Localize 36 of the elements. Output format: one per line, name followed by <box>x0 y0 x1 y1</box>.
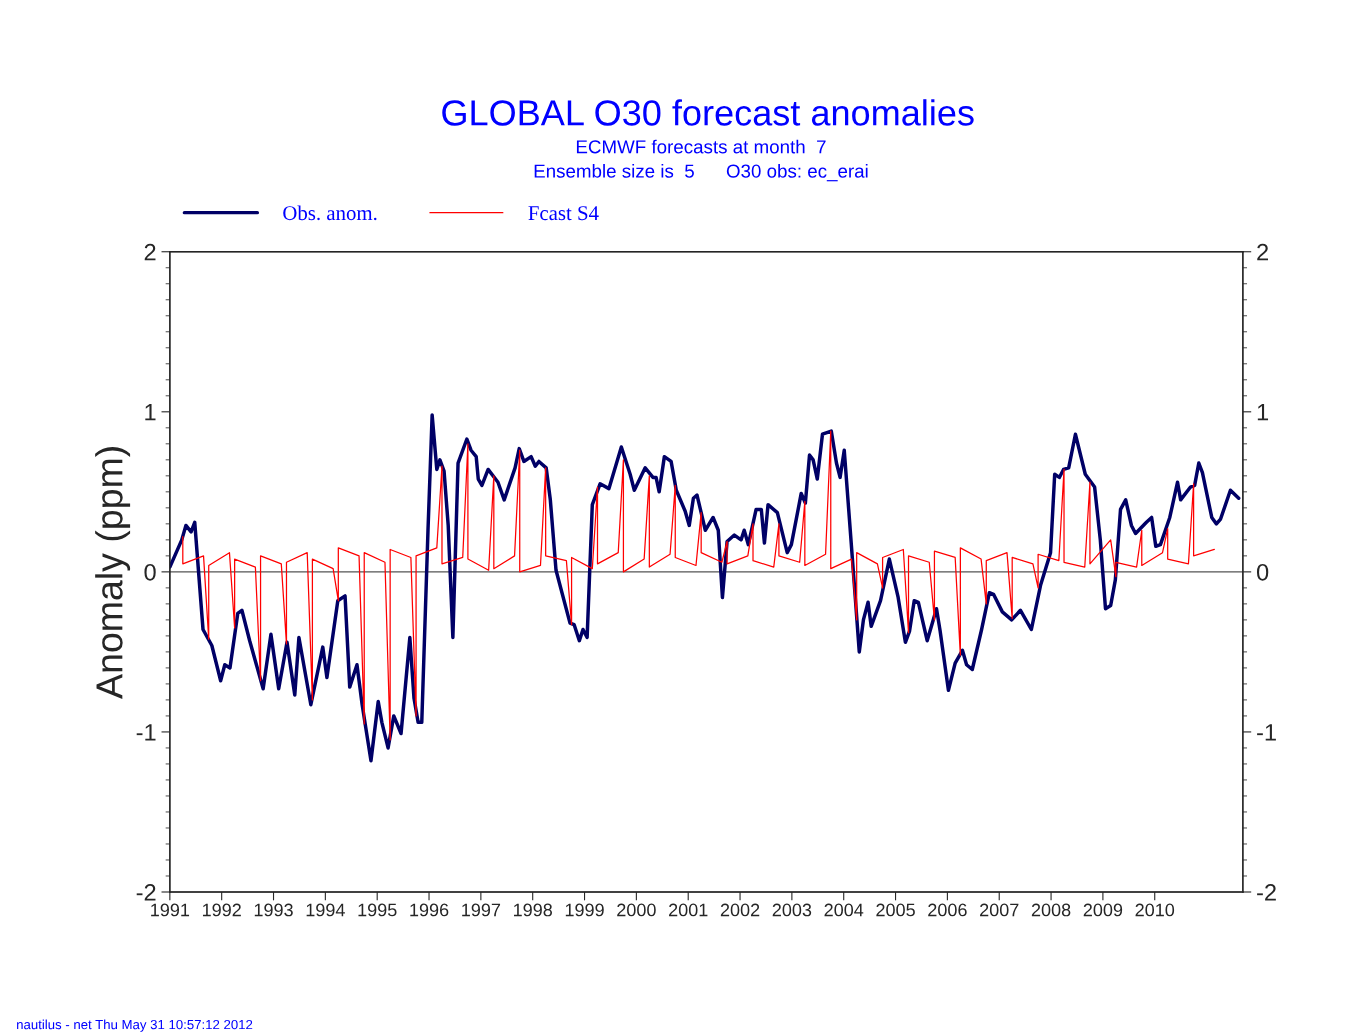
y2-tick-label: -1 <box>1257 724 1276 741</box>
x-tick-label: 2006 <box>928 903 967 917</box>
y-tick-label: 1 <box>145 404 156 421</box>
chart-subtitle: ECMWF forecasts at month 7 Ensemble size is 5 O30 obs: ec_erai <box>534 139 868 182</box>
y-tick-label: -1 <box>136 724 156 741</box>
x-tick-label: 1994 <box>306 903 345 917</box>
x-tick-label: 2008 <box>1031 903 1071 917</box>
legend-label: Fcast S4 <box>528 206 599 221</box>
x-tick-label: 1996 <box>410 903 449 917</box>
y2-tick-label: 1 <box>1257 404 1269 421</box>
x-tick-label: 1992 <box>202 903 241 917</box>
y-tick-label: 2 <box>144 243 156 261</box>
legend-label: Obs. anom. <box>283 205 377 221</box>
y2-tick-label: 2 <box>1257 243 1268 261</box>
y-tick-label: -2 <box>136 884 156 901</box>
x-tick-label: 1998 <box>514 903 552 917</box>
x-tick-label: 2003 <box>772 903 812 917</box>
x-tick-label: 2001 <box>669 903 708 917</box>
x-tick-label: 2010 <box>1135 903 1175 917</box>
x-tick-label: 2009 <box>1083 903 1123 917</box>
x-tick-label: 2004 <box>824 903 864 917</box>
x-tick-label: 1991 <box>151 903 190 917</box>
y-axis-title: Anomaly (ppm) <box>95 447 131 699</box>
y2-tick-label: 0 <box>1256 563 1269 581</box>
x-tick-label: 2000 <box>617 903 656 917</box>
x-tick-label: 1997 <box>462 903 501 917</box>
x-tick-label: 2002 <box>720 903 760 917</box>
x-tick-label: 2005 <box>876 903 915 917</box>
x-tick-label: 2007 <box>980 903 1019 917</box>
x-tick-label: 1993 <box>254 903 293 917</box>
x-tick-label: 1995 <box>358 903 397 917</box>
x-tick-label: 1999 <box>565 903 604 917</box>
text: nautilus - net Thu May 31 10:57:12 2012 <box>17 1019 253 1032</box>
y2-tick-label: -2 <box>1257 884 1276 901</box>
y-tick-label: 0 <box>144 563 156 581</box>
chart-title: GLOBAL O30 forecast anomalies <box>442 99 974 126</box>
